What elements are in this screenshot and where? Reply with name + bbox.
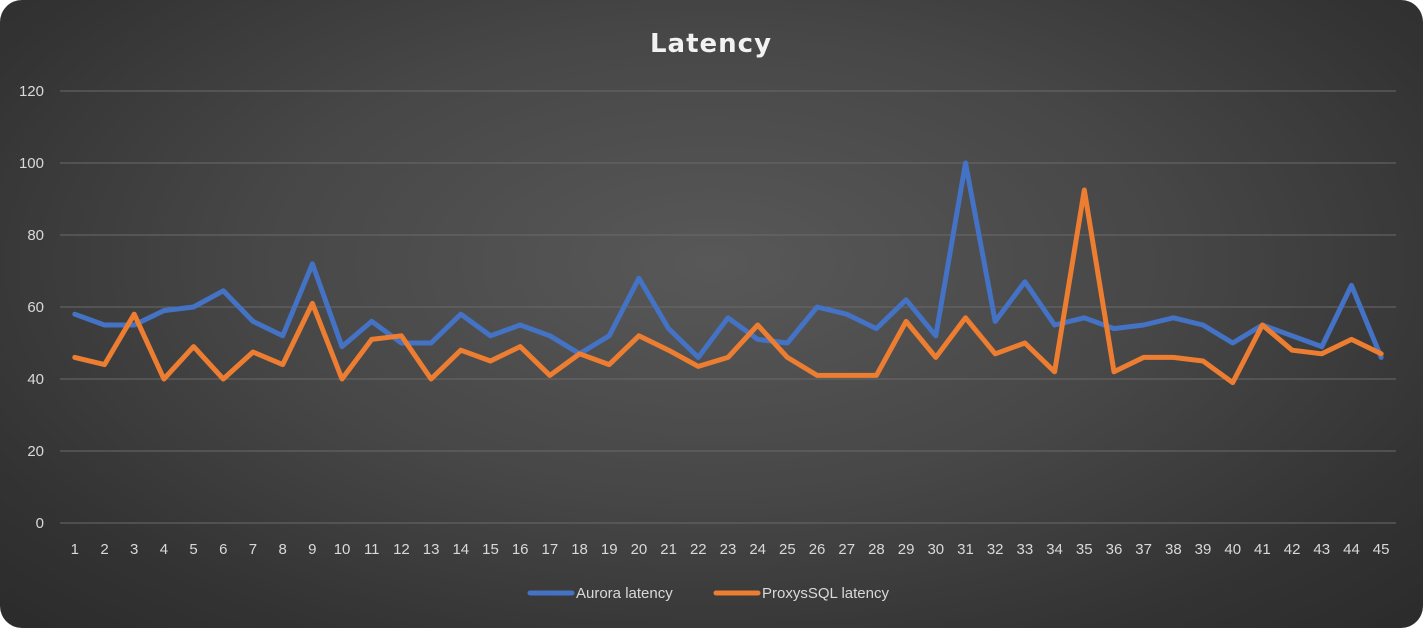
x-tick-label: 21 bbox=[660, 541, 677, 558]
x-tick-label: 23 bbox=[720, 541, 737, 558]
x-tick-label: 11 bbox=[364, 541, 380, 558]
x-tick-label: 29 bbox=[898, 541, 915, 558]
x-tick-label: 44 bbox=[1343, 541, 1360, 558]
x-tick-label: 30 bbox=[927, 541, 944, 558]
legend-label: Aurora latency bbox=[576, 585, 673, 602]
x-tick-label: 17 bbox=[542, 541, 559, 558]
x-tick-label: 5 bbox=[189, 541, 197, 558]
x-tick-label: 42 bbox=[1284, 541, 1301, 558]
x-tick-label: 36 bbox=[1106, 541, 1123, 558]
x-tick-label: 34 bbox=[1046, 541, 1063, 558]
x-tick-label: 3 bbox=[130, 541, 138, 558]
y-tick-label: 60 bbox=[27, 299, 44, 316]
x-tick-label: 1 bbox=[71, 541, 79, 558]
y-tick-label: 0 bbox=[36, 515, 44, 532]
y-tick-label: 120 bbox=[19, 83, 44, 100]
x-tick-label: 19 bbox=[601, 541, 618, 558]
legend: Aurora latency ProxysSQL latency bbox=[527, 585, 889, 602]
x-tick-label: 37 bbox=[1135, 541, 1152, 558]
x-tick-label: 9 bbox=[308, 541, 316, 558]
series-line-proxysql bbox=[72, 187, 1384, 386]
y-axis-ticks: 0 20 40 60 80 100 120 bbox=[19, 83, 44, 532]
x-tick-label: 40 bbox=[1224, 541, 1241, 558]
x-tick-label: 31 bbox=[957, 541, 974, 558]
x-tick-label: 39 bbox=[1195, 541, 1212, 558]
x-tick-label: 7 bbox=[249, 541, 257, 558]
x-tick-label: 38 bbox=[1165, 541, 1182, 558]
x-tick-label: 22 bbox=[690, 541, 707, 558]
y-tick-label: 80 bbox=[27, 227, 44, 244]
series-lines bbox=[72, 160, 1384, 386]
x-tick-label: 12 bbox=[393, 541, 410, 558]
x-tick-label: 13 bbox=[423, 541, 440, 558]
x-tick-label: 28 bbox=[868, 541, 885, 558]
x-tick-label: 10 bbox=[334, 541, 351, 558]
x-tick-label: 32 bbox=[987, 541, 1004, 558]
x-tick-label: 15 bbox=[482, 541, 499, 558]
x-tick-label: 25 bbox=[779, 541, 796, 558]
x-axis-ticks: 1 2 3 4 5 6 7 8 9 10 11 12 13 14 15 16 17 18 19 20 21 22 23 24 2… bbox=[71, 541, 1390, 558]
x-tick-label: 41 bbox=[1254, 541, 1271, 558]
x-tick-label: 2 bbox=[100, 541, 108, 558]
x-tick-label: 6 bbox=[219, 541, 227, 558]
y-tick-label: 100 bbox=[19, 155, 44, 172]
y-tick-label: 20 bbox=[27, 443, 44, 460]
grid-lines bbox=[60, 90, 1396, 524]
x-tick-label: 16 bbox=[512, 541, 529, 558]
legend-label: ProxysSQL latency bbox=[762, 585, 889, 602]
x-tick-label: 18 bbox=[571, 541, 588, 558]
x-tick-label: 24 bbox=[749, 541, 766, 558]
chart-title: Latency bbox=[650, 29, 772, 59]
x-tick-label: 20 bbox=[631, 541, 648, 558]
x-tick-label: 14 bbox=[452, 541, 469, 558]
y-tick-label: 40 bbox=[27, 371, 44, 388]
x-tick-label: 43 bbox=[1313, 541, 1330, 558]
series-line-aurora bbox=[72, 160, 1384, 360]
x-tick-label: 26 bbox=[809, 541, 826, 558]
x-tick-label: 35 bbox=[1076, 541, 1093, 558]
x-tick-label: 45 bbox=[1373, 541, 1390, 558]
x-tick-label: 27 bbox=[838, 541, 855, 558]
x-tick-label: 33 bbox=[1017, 541, 1034, 558]
x-tick-label: 8 bbox=[278, 541, 286, 558]
x-tick-label: 4 bbox=[160, 541, 168, 558]
